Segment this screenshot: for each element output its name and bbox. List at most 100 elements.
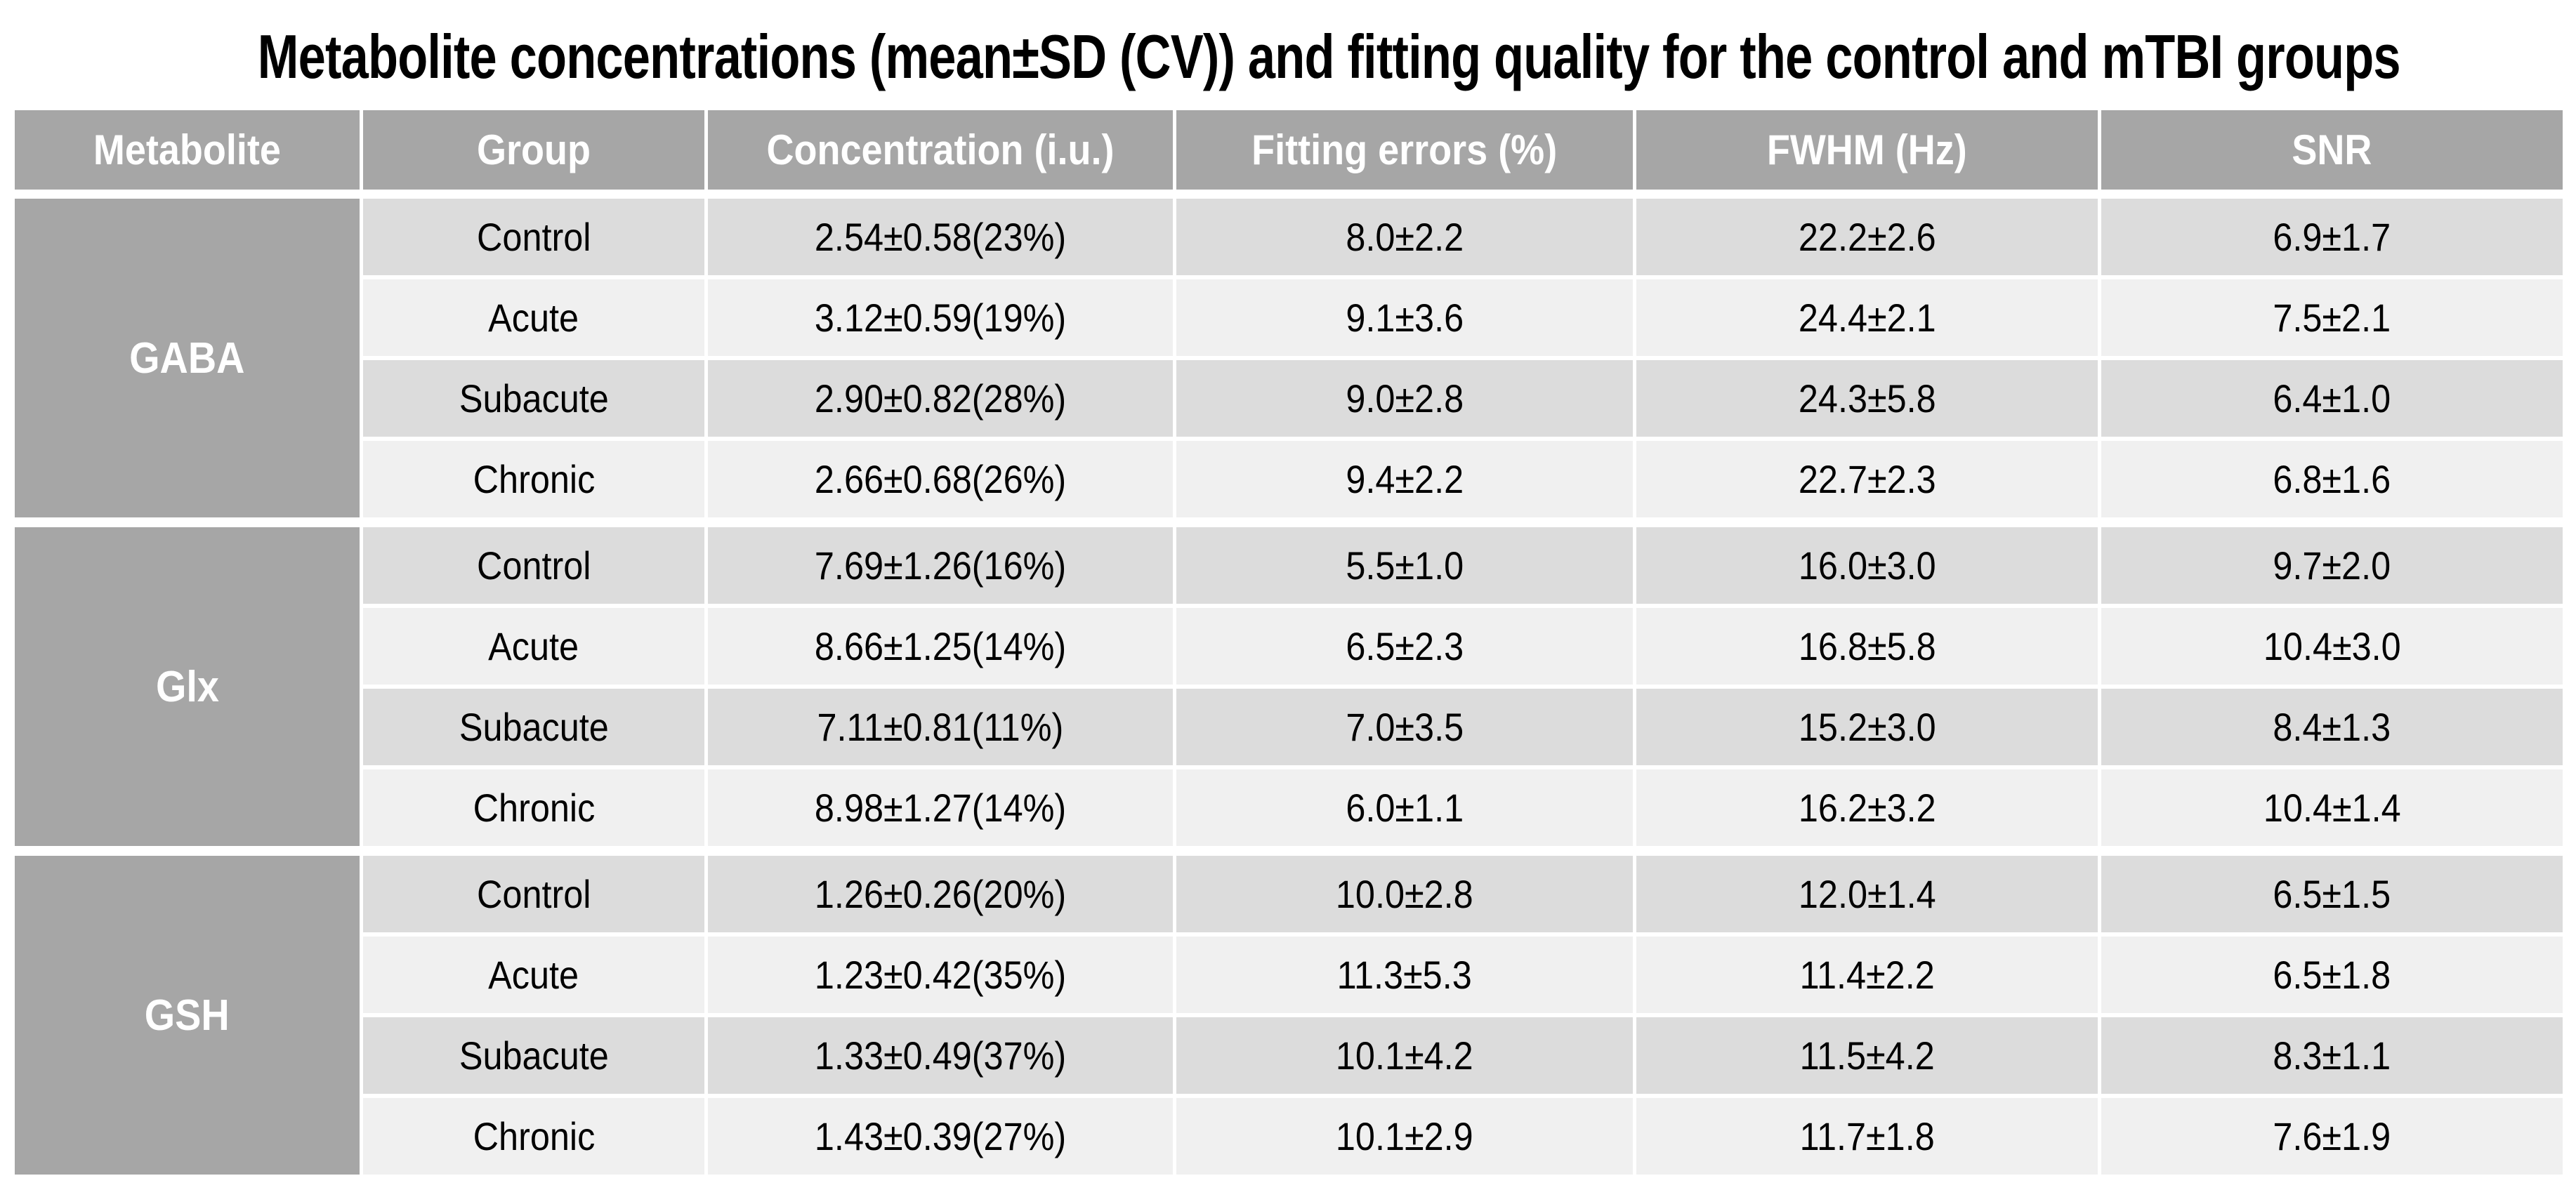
fitting-errors-value: 11.3±5.3	[1336, 953, 1473, 997]
snr-cell: 10.4±3.0	[2101, 608, 2563, 685]
fwhm-value: 24.4±2.1	[1798, 296, 1936, 340]
group-cell: Control	[363, 527, 704, 604]
fwhm-cell: 24.3±5.8	[1636, 360, 2098, 437]
fitting-errors-value: 9.4±2.2	[1346, 457, 1464, 501]
fitting-errors-cell: 5.5±1.0	[1176, 527, 1633, 604]
concentration-cell: 1.33±0.49(37%)	[708, 1017, 1173, 1094]
snr-value: 8.3±1.1	[2273, 1033, 2391, 1078]
fitting-errors-value: 7.0±3.5	[1346, 705, 1464, 749]
fwhm-value: 11.5±4.2	[1799, 1033, 1935, 1078]
column-header-snr-label: SNR	[2292, 126, 2372, 173]
snr-cell: 6.5±1.8	[2101, 937, 2563, 1013]
snr-cell: 6.5±1.5	[2101, 856, 2563, 932]
group-value: Subacute	[459, 705, 609, 749]
group-value: Control	[476, 215, 591, 259]
fitting-errors-value: 10.1±4.2	[1336, 1033, 1473, 1078]
snr-cell: 7.5±2.1	[2101, 279, 2563, 356]
column-header-metabolite-label: Metabolite	[93, 126, 282, 173]
concentration-cell: 7.69±1.26(16%)	[708, 527, 1173, 604]
metabolite-group-glx: Glx Control 7.69±1.26(16%) 5.5±1.0 16.0±…	[15, 527, 2564, 846]
fitting-errors-cell: 9.0±2.8	[1176, 360, 1633, 437]
fwhm-value: 22.7±2.3	[1798, 457, 1936, 501]
column-header-fwhm-label: FWHM (Hz)	[1767, 126, 1967, 173]
concentration-value: 2.54±0.58(23%)	[814, 215, 1067, 259]
concentration-value: 2.90±0.82(28%)	[814, 376, 1067, 421]
fwhm-cell: 16.2±3.2	[1636, 769, 2098, 846]
group-cell: Acute	[363, 937, 704, 1013]
concentration-value: 2.66±0.68(26%)	[814, 457, 1067, 501]
fitting-errors-value: 8.0±2.2	[1346, 215, 1464, 259]
fitting-errors-cell: 6.0±1.1	[1176, 769, 1633, 846]
fitting-errors-value: 6.0±1.1	[1346, 786, 1464, 830]
fwhm-value: 11.7±1.8	[1799, 1114, 1935, 1158]
snr-cell: 8.4±1.3	[2101, 689, 2563, 765]
fwhm-cell: 22.7±2.3	[1636, 441, 2098, 517]
concentration-value: 1.33±0.49(37%)	[814, 1033, 1067, 1078]
concentration-cell: 2.66±0.68(26%)	[708, 441, 1173, 517]
column-header-concentration-label: Concentration (i.u.)	[766, 126, 1115, 173]
fwhm-cell: 11.4±2.2	[1636, 937, 2098, 1013]
group-value: Chronic	[473, 1114, 595, 1158]
group-cell: Acute	[363, 279, 704, 356]
snr-value: 6.4±1.0	[2273, 376, 2391, 421]
group-value: Chronic	[473, 457, 595, 501]
snr-cell: 6.8±1.6	[2101, 441, 2563, 517]
group-cell: Chronic	[363, 441, 704, 517]
concentration-cell: 8.98±1.27(14%)	[708, 769, 1173, 846]
snr-cell: 9.7±2.0	[2101, 527, 2563, 604]
concentration-cell: 1.23±0.42(35%)	[708, 937, 1173, 1013]
metabolite-label-gsh-text: GSH	[145, 991, 230, 1040]
fitting-errors-cell: 10.1±4.2	[1176, 1017, 1633, 1094]
fitting-errors-cell: 9.1±3.6	[1176, 279, 1633, 356]
group-cell: Acute	[363, 608, 704, 685]
concentration-value: 1.26±0.26(20%)	[814, 872, 1067, 916]
fitting-errors-cell: 10.0±2.8	[1176, 856, 1633, 932]
group-cell: Control	[363, 199, 704, 275]
fitting-errors-value: 9.1±3.6	[1346, 296, 1464, 340]
snr-cell: 6.9±1.7	[2101, 199, 2563, 275]
concentration-cell: 7.11±0.81(11%)	[708, 689, 1173, 765]
fwhm-cell: 16.8±5.8	[1636, 608, 2098, 685]
table-title: Metabolite concentrations (mean±SD (CV))…	[257, 22, 2401, 91]
fwhm-value: 12.0±1.4	[1798, 872, 1936, 916]
fwhm-cell: 15.2±3.0	[1636, 689, 2098, 765]
group-value: Acute	[488, 624, 579, 668]
metabolite-label-glx: Glx	[15, 527, 360, 846]
fwhm-value: 16.8±5.8	[1798, 624, 1936, 668]
metabolite-group-gsh: GSH Control 1.26±0.26(20%) 10.0±2.8 12.0…	[15, 856, 2564, 1175]
metabolite-label-gaba-text: GABA	[129, 333, 245, 383]
metabolite-table: Metabolite Group Concentration (i.u.) Fi…	[15, 110, 2564, 1175]
fwhm-value: 15.2±3.0	[1798, 705, 1936, 749]
column-header-metabolite: Metabolite	[15, 110, 360, 190]
fitting-errors-cell: 7.0±3.5	[1176, 689, 1633, 765]
snr-value: 6.5±1.8	[2273, 953, 2391, 997]
concentration-cell: 1.26±0.26(20%)	[708, 856, 1173, 932]
snr-value: 6.9±1.7	[2273, 215, 2391, 259]
concentration-cell: 2.54±0.58(23%)	[708, 199, 1173, 275]
concentration-cell: 1.43±0.39(27%)	[708, 1098, 1173, 1175]
concentration-cell: 2.90±0.82(28%)	[708, 360, 1173, 437]
concentration-cell: 3.12±0.59(19%)	[708, 279, 1173, 356]
fitting-errors-cell: 6.5±2.3	[1176, 608, 1633, 685]
metabolite-label-gsh: GSH	[15, 856, 360, 1175]
concentration-value: 3.12±0.59(19%)	[814, 296, 1067, 340]
snr-value: 10.4±1.4	[2263, 786, 2401, 830]
snr-cell: 6.4±1.0	[2101, 360, 2563, 437]
fwhm-value: 24.3±5.8	[1798, 376, 1936, 421]
group-cell: Chronic	[363, 1098, 704, 1175]
column-header-fitting-errors: Fitting errors (%)	[1176, 110, 1633, 190]
fwhm-cell: 12.0±1.4	[1636, 856, 2098, 932]
column-header-concentration: Concentration (i.u.)	[708, 110, 1173, 190]
snr-value: 6.8±1.6	[2273, 457, 2391, 501]
concentration-value: 8.98±1.27(14%)	[814, 786, 1067, 830]
fwhm-cell: 11.7±1.8	[1636, 1098, 2098, 1175]
fitting-errors-value: 10.0±2.8	[1336, 872, 1473, 916]
column-header-group: Group	[363, 110, 704, 190]
group-value: Chronic	[473, 786, 595, 830]
fwhm-cell: 24.4±2.1	[1636, 279, 2098, 356]
fwhm-cell: 22.2±2.6	[1636, 199, 2098, 275]
snr-value: 10.4±3.0	[2263, 624, 2401, 668]
group-cell: Control	[363, 856, 704, 932]
column-header-fitting-errors-label: Fitting errors (%)	[1251, 126, 1558, 173]
